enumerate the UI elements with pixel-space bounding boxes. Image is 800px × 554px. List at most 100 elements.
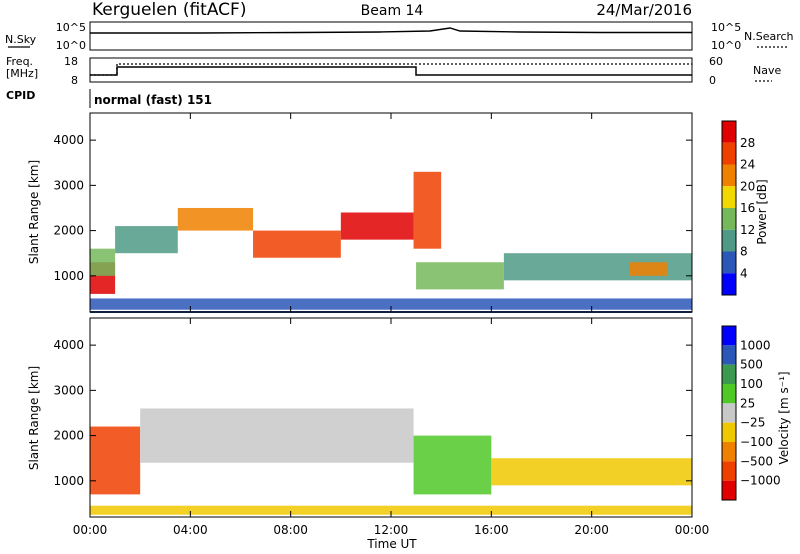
x-tick-label: 20:00 [574, 523, 609, 537]
nave-tick-high: 60 [709, 55, 723, 68]
colorbar-cell [722, 403, 736, 423]
echo-band [115, 226, 178, 254]
cpid-label: CPID [6, 89, 35, 102]
colorbar-tick-label: 1000 [740, 338, 771, 352]
velocity-ylabel: Slant Range [km] [27, 366, 41, 470]
freq-label-1: Freq. [6, 55, 33, 68]
power-ylabel: Slant Range [km] [27, 160, 41, 264]
nsearch-tick-high: 10^5 [711, 21, 741, 34]
echo-band [253, 230, 341, 258]
echo-band [90, 505, 692, 515]
colorbar-cell [722, 480, 736, 500]
colorbar-tick-label: 8 [740, 245, 748, 259]
colorbar-cell [722, 121, 736, 143]
colorbar-cell [722, 442, 736, 462]
y-tick-label: 2000 [53, 429, 84, 443]
x-tick-label: 04:00 [173, 523, 208, 537]
echo-band [140, 408, 414, 463]
y-tick-label: 2000 [53, 224, 84, 238]
echo-band [90, 426, 141, 495]
freq-tick-low: 8 [71, 74, 78, 87]
time-axis: 00:00 04:00 08:00 12:00 16:00 20:00 00:00 [73, 113, 710, 537]
x-tick-label: 00:00 [675, 523, 710, 537]
echo-band [413, 171, 442, 249]
nave-trace [90, 63, 692, 76]
beam-title: Beam 14 [361, 3, 424, 19]
cpid-value: normal (fast) 151 [94, 93, 212, 107]
freq-panel: Freq. [MHz] 18 8 60 0 Nave [6, 55, 781, 87]
colorbar-cell [722, 345, 736, 365]
colorbar-cell [722, 164, 736, 187]
colorbar-tick-label: 28 [740, 136, 755, 150]
colorbar-cell [722, 384, 736, 404]
x-tick-label: 16:00 [474, 523, 509, 537]
colorbar-cell [722, 326, 736, 346]
y-tick-label: 4000 [53, 338, 84, 352]
xaxis-label: Time UT [366, 537, 417, 551]
nsky-panel: N.Sky 10^5 10^0 10^5 10^0 N.Search [5, 21, 794, 52]
power-colorbar: 28 24 20 16 12 8 4 [721, 120, 755, 296]
colorbar-tick-label: 20 [740, 179, 755, 193]
colorbar-tick-label: 100 [740, 377, 763, 391]
y-tick-label: 1000 [53, 474, 84, 488]
y-tick-label: 1000 [53, 269, 84, 283]
power-colorbar-label: Power [dB] [755, 179, 769, 244]
x-tick-label: 08:00 [273, 523, 308, 537]
freq-tick-high: 18 [64, 55, 78, 68]
echo-band [90, 298, 692, 310]
nsky-label: N.Sky [5, 33, 37, 46]
colorbar-cell [722, 229, 736, 252]
colorbar-tick-label: 12 [740, 223, 755, 237]
echo-band [413, 435, 492, 495]
freq-trace [90, 66, 692, 76]
colorbar-tick-label: −100 [740, 435, 773, 449]
x-tick-label: 00:00 [73, 523, 108, 537]
colorbar-frame [721, 120, 737, 296]
power-panel: 4000 3000 2000 1000 Slant Range [km] 28 24 20… [27, 112, 769, 313]
echo-band [90, 248, 116, 276]
colorbar-tick-label: 500 [740, 358, 763, 372]
nave-tick-low: 0 [709, 74, 716, 87]
echo-band [340, 212, 414, 240]
velocity-panel: 4000 3000 2000 1000 Slant Range [km] 1000 50… [27, 317, 791, 518]
colorbar-cell [722, 364, 736, 384]
echo-band [177, 207, 254, 231]
colorbar-cell [722, 186, 736, 208]
nave-label: Nave [753, 64, 781, 77]
velocity-echoes [90, 408, 692, 515]
colorbar-tick-label: 16 [740, 201, 755, 215]
nsky-tick-low: 10^0 [56, 39, 86, 52]
colorbar-cell [722, 422, 736, 442]
nsky-trace [90, 27, 692, 34]
velocity-colorbar: 1000 500 100 25 −25 −100 −500 −1000 [721, 325, 781, 501]
date-title: 24/Mar/2016 [596, 1, 692, 19]
colorbar-tick-label: 24 [740, 158, 755, 172]
echo-band [416, 262, 504, 290]
echo-band [629, 262, 667, 276]
power-echoes [90, 171, 692, 310]
x-tick-label: 12:00 [374, 523, 409, 537]
y-tick-label: 4000 [53, 133, 84, 147]
colorbar-tick-label: −25 [740, 416, 765, 430]
freq-label-2: [MHz] [6, 67, 38, 80]
colorbar-cell [722, 208, 736, 230]
y-tick-label: 3000 [53, 178, 84, 192]
colorbar-frame [721, 325, 737, 501]
radar-title: Kerguelen (fitACF) [92, 0, 246, 20]
colorbar-tick-label: −1000 [740, 474, 781, 488]
power-y-axis: 4000 3000 2000 1000 [53, 133, 692, 283]
colorbar-tick-label: 4 [740, 266, 748, 280]
colorbar-tick-label: −500 [740, 454, 773, 468]
nsearch-label: N.Search [744, 30, 794, 43]
nsky-tick-high: 10^5 [56, 21, 86, 34]
colorbar-cell [722, 251, 736, 274]
velocity-y-axis: 4000 3000 2000 1000 [53, 338, 692, 488]
y-tick-label: 3000 [53, 383, 84, 397]
colorbar-cell [722, 273, 736, 295]
colorbar-cell [722, 142, 736, 165]
colorbar-tick-label: 25 [740, 396, 755, 410]
echo-band [491, 458, 692, 486]
colorbar-cell [722, 461, 736, 481]
cpid-row: CPID normal (fast) 151 [6, 89, 212, 108]
